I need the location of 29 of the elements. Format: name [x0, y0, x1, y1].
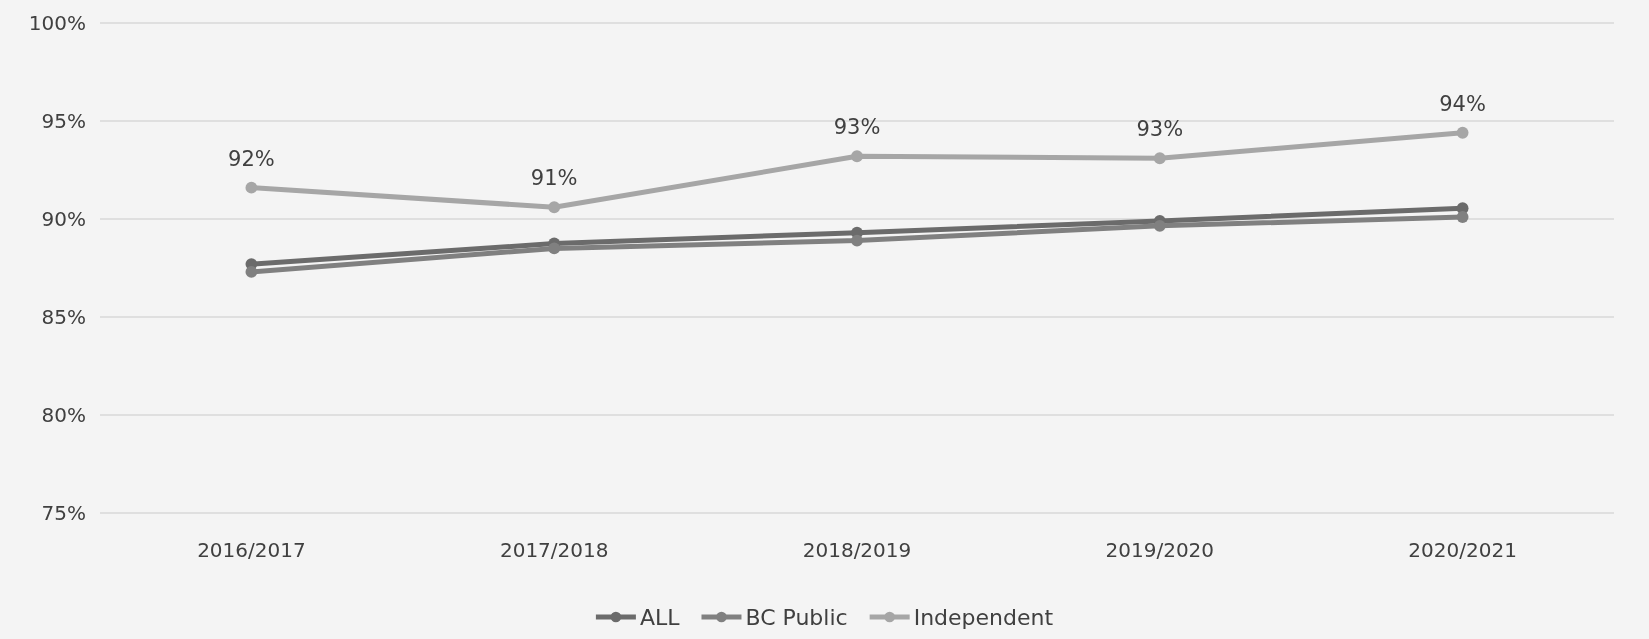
point	[245, 266, 258, 278]
x-tick-label: 2019/2020	[1105, 538, 1215, 563]
point	[851, 234, 863, 247]
x-tick-label: 2018/2019	[802, 538, 912, 563]
y-tick-label: 85%	[41, 304, 86, 329]
data-label: 94%	[1439, 91, 1486, 116]
legend-label: Independent	[913, 604, 1054, 630]
data-label: 91%	[530, 166, 578, 191]
y-tick-label: 80%	[41, 402, 86, 427]
legend-label: BC Public	[745, 604, 848, 630]
y-tick-label: 95%	[41, 108, 86, 133]
point	[1153, 152, 1166, 165]
point	[548, 201, 561, 214]
data-label: 93%	[833, 115, 881, 140]
point	[1153, 219, 1166, 232]
x-tick-label: 2017/2018	[499, 538, 609, 563]
x-tick-label: 2016/2017	[197, 538, 306, 563]
legend-label: ALL	[639, 604, 681, 630]
point	[245, 181, 258, 194]
x-tick-label: 2020/2021	[1408, 538, 1517, 563]
point	[548, 242, 561, 255]
point	[851, 150, 863, 163]
point	[1456, 126, 1469, 139]
y-tick-label: 75%	[41, 500, 86, 525]
y-tick-label: 90%	[41, 206, 86, 231]
point	[1456, 211, 1469, 223]
data-label: 92%	[228, 146, 275, 171]
data-label: 93%	[1136, 117, 1184, 142]
y-tick-label: 100%	[28, 10, 86, 35]
